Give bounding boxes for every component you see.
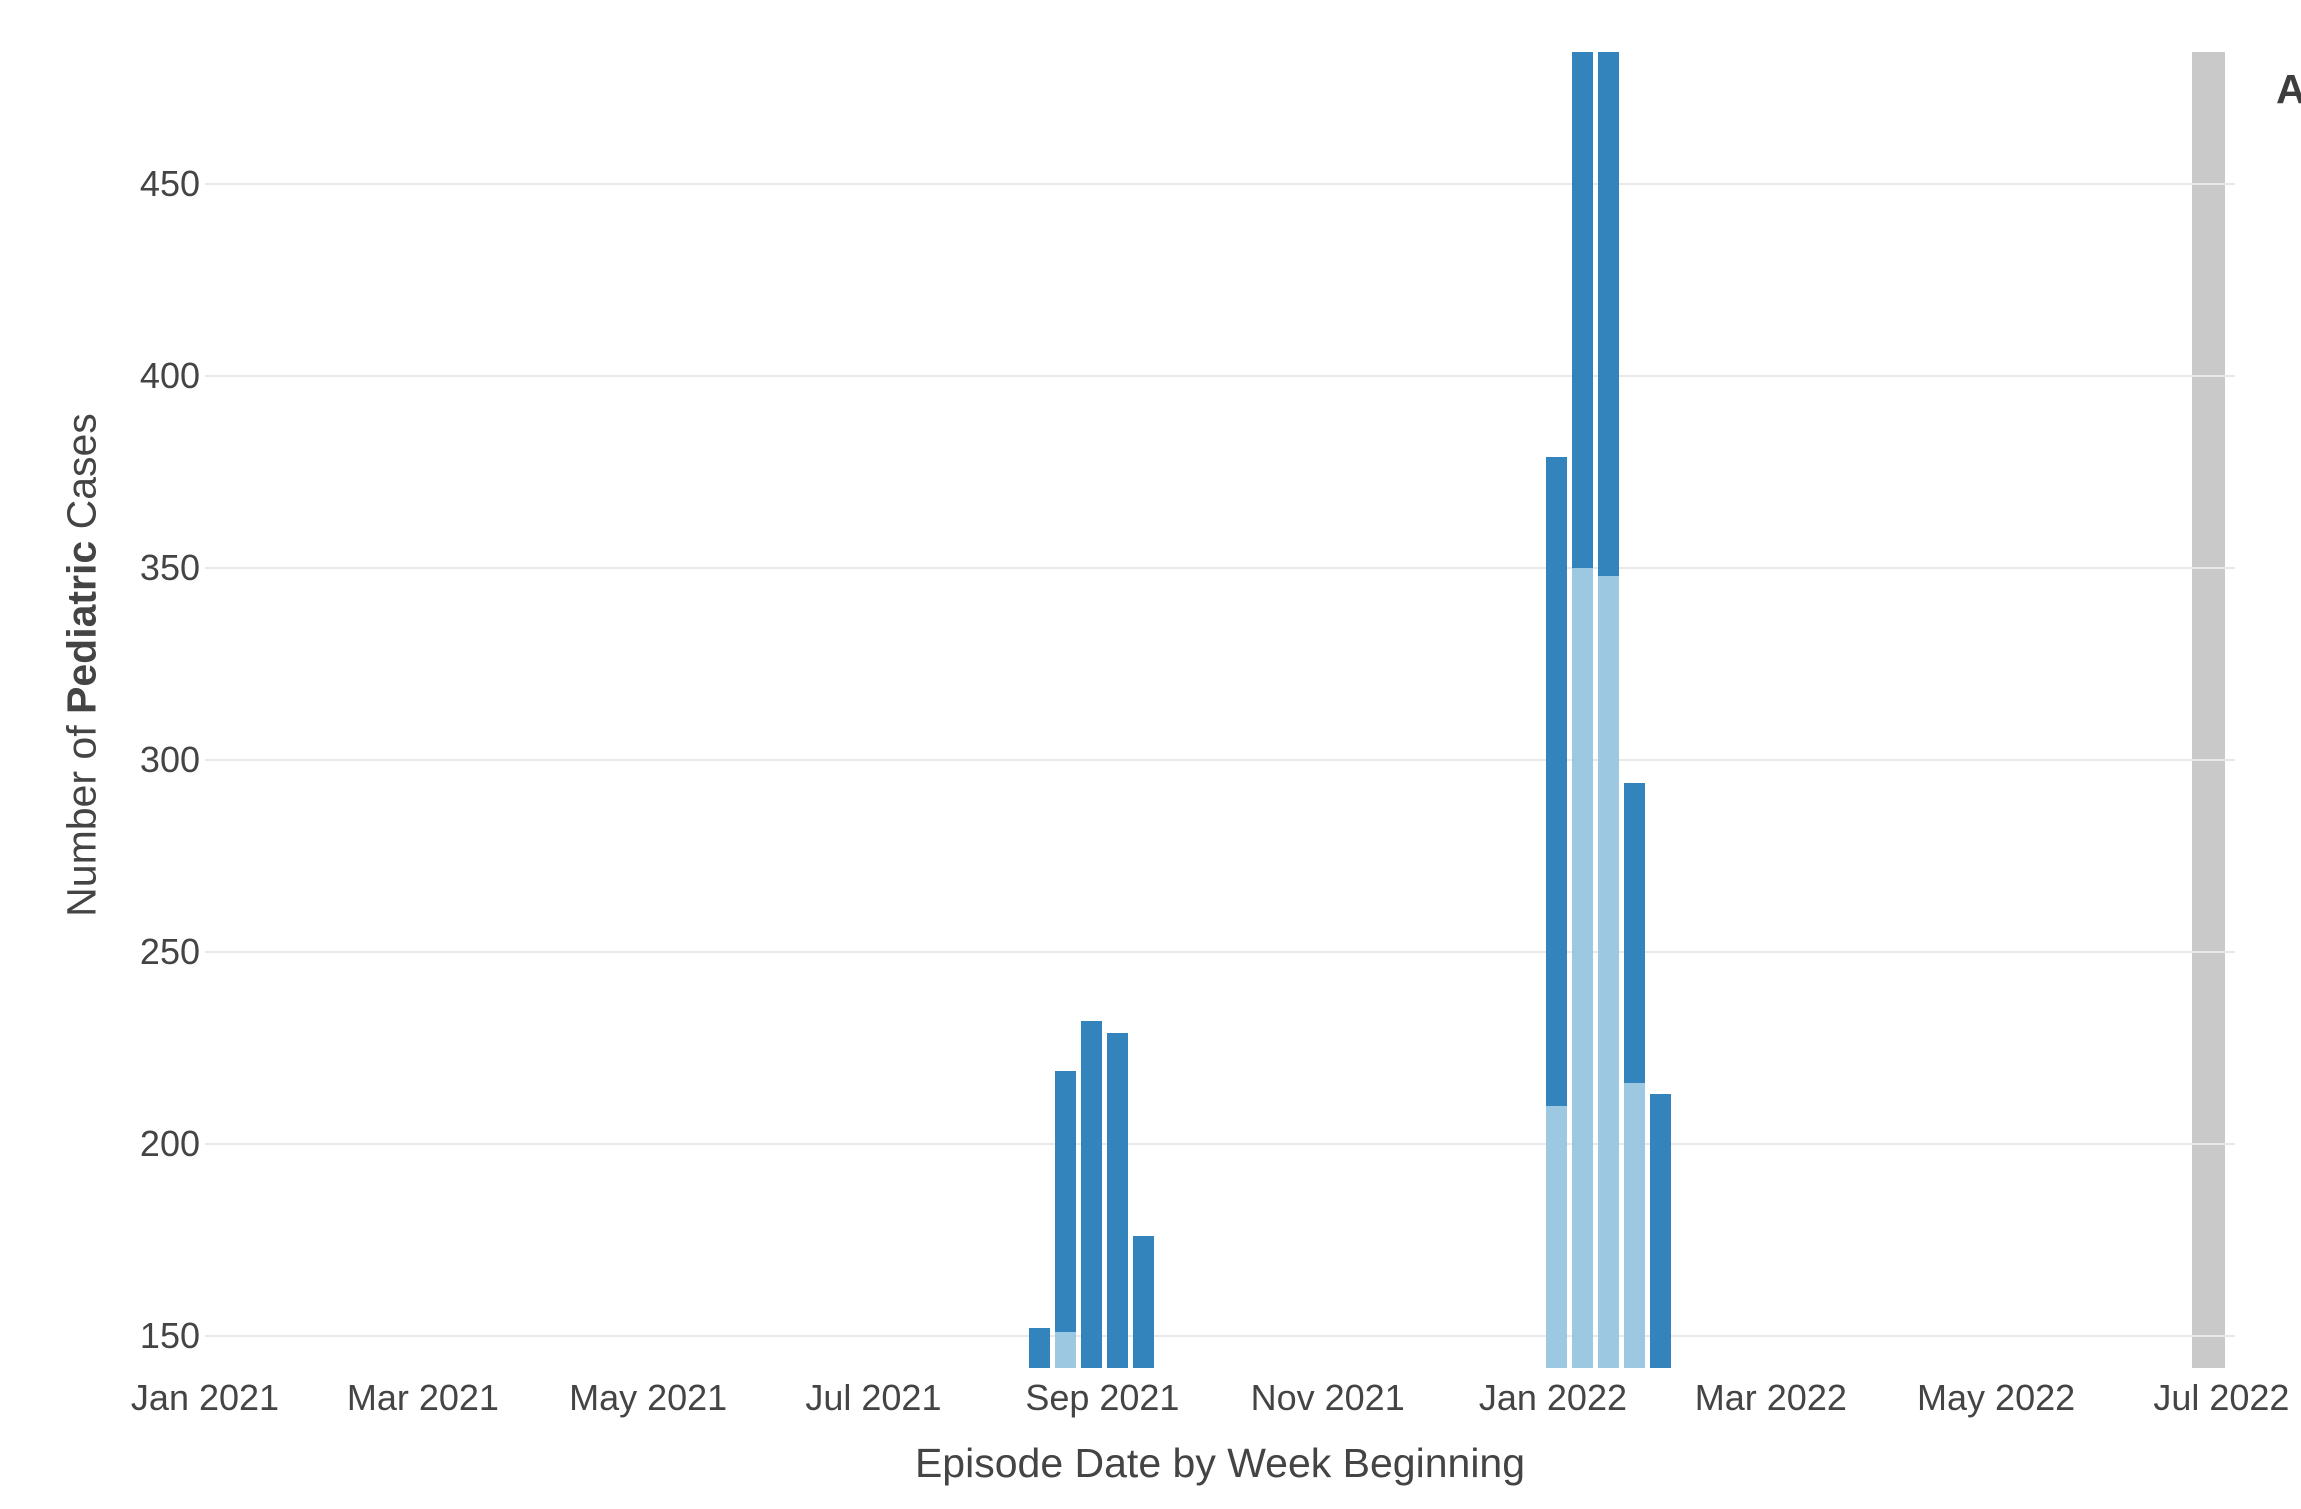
x-tick-label: Jul 2021 [805,1377,942,1418]
bar-segment-dark[interactable] [1623,783,1645,1083]
legend-title-clipped: A [2276,66,2301,112]
bar-segment-dark[interactable] [1029,1328,1051,1368]
y-tick-label: 150 [139,1315,200,1357]
y-tick-label: 450 [139,163,200,205]
y-gridline [205,1335,2235,1338]
bar-segment-light[interactable] [1597,575,1619,1368]
y-axis-title: Number of Pediatric Cases [59,413,106,917]
bar-segment-dark[interactable] [1649,1094,1671,1368]
y-gridline [205,375,2235,378]
x-tick-label: May 2022 [1917,1377,2076,1418]
y-gridline [205,759,2235,762]
bar-segment-light[interactable] [1054,1332,1076,1368]
bar-segment-light[interactable] [1571,568,1593,1368]
x-tick-label: Mar 2021 [346,1377,499,1418]
y-gridline [205,567,2235,570]
y-gridline [205,1143,2235,1146]
x-tick-label: Jan 2021 [130,1377,280,1418]
bar-segment-dark[interactable] [1546,456,1568,1106]
y-tick-label: 350 [139,547,200,589]
bar-segment-light[interactable] [1546,1105,1568,1368]
y-tick-label: 300 [139,739,200,781]
x-tick-label: Mar 2022 [1694,1377,1847,1418]
y-tick-label: 400 [139,355,200,397]
bar-segment-dark[interactable] [1080,1021,1102,1368]
bar-segment-dark[interactable] [1132,1236,1154,1368]
bar-segment-dark[interactable] [1054,1071,1076,1333]
y-gridline [205,951,2235,954]
x-tick-label: Jul 2022 [2153,1377,2290,1418]
x-axis-title: Episode Date by Week Beginning [914,1440,1526,1486]
x-tick-label: Nov 2021 [1250,1377,1405,1418]
y-axis-title-bold: Pediatric [58,540,105,714]
bar-segment-light[interactable] [1623,1082,1645,1368]
y-axis-title-prefix: Number of [58,714,105,917]
bar-segment-dark[interactable] [1571,52,1593,569]
bar-segment-dark[interactable] [1597,52,1619,576]
y-gridline [205,183,2235,186]
bar-segment-dark[interactable] [1106,1032,1128,1368]
gray-reference-band [2191,52,2226,1368]
y-tick-label: 200 [139,1123,200,1165]
x-tick-label: May 2021 [569,1377,728,1418]
y-tick-label: 250 [139,931,200,973]
x-tick-label: Jan 2022 [1478,1377,1627,1418]
x-tick-label: Sep 2021 [1025,1377,1180,1418]
y-axis-title-suffix: Cases [58,413,105,541]
